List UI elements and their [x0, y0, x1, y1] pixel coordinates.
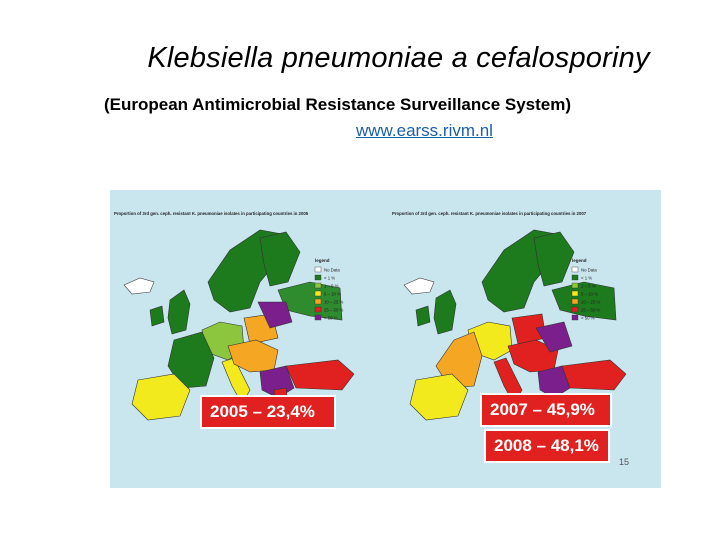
- legend-left-label: 1 – 5 %: [324, 284, 339, 289]
- legend-right-swatch: [571, 306, 579, 313]
- legend-right-label: 10 – 25 %: [581, 300, 601, 305]
- legend-left-swatch: [314, 266, 322, 273]
- legend-right-swatch: [571, 266, 579, 273]
- map-2005: [123, 229, 355, 421]
- legend-left-swatch: [314, 274, 322, 281]
- legend-left-swatch: [314, 314, 322, 321]
- page-number: 15: [619, 457, 630, 467]
- slide-subtitle: (European Antimicrobial Resistance Surve…: [104, 95, 572, 114]
- legend-left-swatch: [314, 282, 322, 289]
- resistance-maps-figure: Proportion of 3rd gen. ceph. resistant K…: [110, 190, 661, 488]
- legend-right-swatch: [571, 290, 579, 297]
- legend-right-swatch: [571, 282, 579, 289]
- legend-left-label: 25 – 50 %: [324, 308, 344, 313]
- legend-left-title: legend: [315, 258, 330, 263]
- legend-left-swatch: [314, 306, 322, 313]
- legend-left: legend No Data < 1 % 1 – 5 % 5 – 10 % 10 – 2…: [314, 258, 344, 321]
- legend-left-label: 10 – 25 %: [324, 300, 344, 305]
- legend-right-swatch: [571, 274, 579, 281]
- legend-left-label: > 50 %: [324, 316, 338, 321]
- legend-right-swatch: [571, 298, 579, 305]
- legend-right-label: 1 – 5 %: [581, 284, 596, 289]
- badge-2008: 2008 – 48,1%: [484, 429, 610, 463]
- badge-2005: 2005 – 23,4%: [200, 395, 336, 429]
- slide-title: Klebsiella pneumoniae a cefalosporiny: [147, 42, 650, 74]
- legend-right-label: 5 – 10 %: [581, 292, 598, 297]
- badge-2007: 2007 – 45,9%: [480, 393, 612, 427]
- legend-right-label: > 50 %: [581, 316, 595, 321]
- legend-right-label: < 1 %: [581, 276, 592, 281]
- legend-right-label: No Data: [581, 268, 597, 273]
- legend-left-swatch: [314, 290, 322, 297]
- map-2007: [403, 229, 627, 421]
- legend-right-label: 25 – 50 %: [581, 308, 601, 313]
- legend-left-label: No Data: [324, 268, 340, 273]
- earss-link[interactable]: www.earss.rivm.nl: [356, 121, 493, 140]
- legend-right-title: legend: [572, 258, 587, 263]
- left-map-caption: Proportion of 3rd gen. ceph. resistant K…: [114, 211, 309, 216]
- legend-right: legend No Data < 1 % 1 – 5 % 5 – 10 % 10 – 2…: [571, 258, 601, 321]
- right-map-caption: Proportion of 3rd gen. ceph. resistant K…: [392, 211, 587, 216]
- legend-right-swatch: [571, 314, 579, 321]
- legend-left-label: < 1 %: [324, 276, 335, 281]
- europe-maps-svg: Proportion of 3rd gen. ceph. resistant K…: [114, 211, 627, 421]
- legend-left-swatch: [314, 298, 322, 305]
- legend-left-label: 5 – 10 %: [324, 292, 341, 297]
